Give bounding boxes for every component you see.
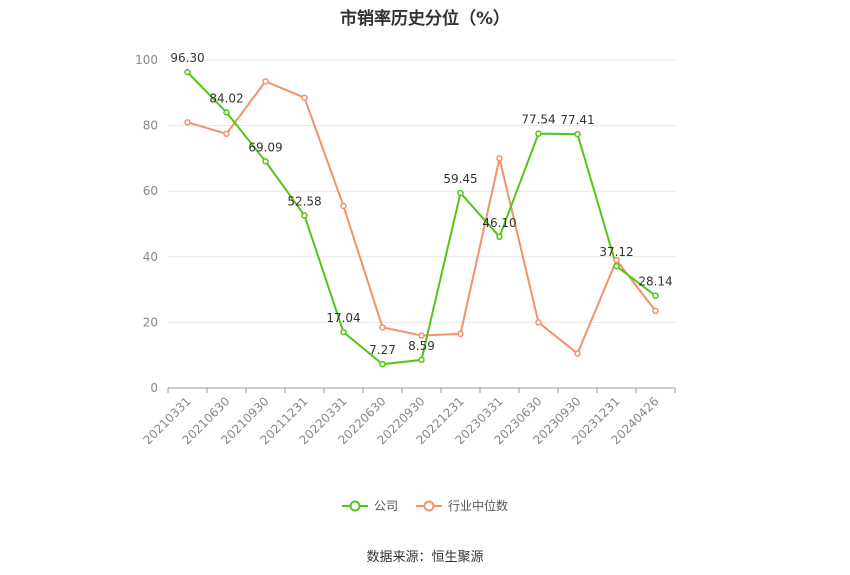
data-point-0 [418, 356, 425, 364]
data-point-1 [613, 256, 620, 264]
data-label: 52.58 [287, 195, 321, 209]
data-point-1 [574, 350, 581, 357]
data-point-0 [457, 189, 464, 197]
data-label: 28.14 [638, 275, 672, 289]
data-label: 59.45 [443, 172, 477, 186]
legend-marker-company [341, 500, 368, 511]
data-label: 17.04 [326, 311, 360, 325]
y-tick-label: 60 [143, 184, 158, 198]
legend-item-industry[interactable]: 行业中位数 [416, 497, 508, 514]
data-point-0 [652, 292, 659, 299]
data-label: 96.30 [170, 51, 204, 65]
data-point-1 [652, 307, 659, 315]
data-point-1 [379, 324, 386, 331]
chart-title: 市销率历史分位（%） [339, 9, 511, 29]
data-label: 69.09 [248, 140, 282, 154]
data-point-0 [184, 68, 191, 76]
legend-label-company: 公司 [373, 499, 398, 513]
data-point-0 [613, 262, 620, 270]
y-tick-label: 20 [143, 315, 158, 329]
data-label: 77.54 [521, 113, 555, 127]
data-point-1 [457, 330, 464, 338]
data-point-0 [574, 130, 581, 138]
data-point-0 [496, 233, 503, 241]
data-point-1 [301, 94, 308, 101]
y-tick-label: 0 [150, 381, 158, 395]
data-labels: 96.30 84.02 69.09 52.58 17.04 7.27 8.59 59.45 46… [170, 51, 672, 357]
line-chart: 0 20 40 60 80 100 202103312021063020210930202… [135, 51, 676, 447]
legend-label-industry: 行业中位数 [448, 499, 509, 513]
y-axis: 0 20 40 60 80 100 [135, 53, 158, 395]
data-point-0 [262, 158, 269, 165]
data-point-0 [223, 109, 230, 116]
data-point-1 [223, 130, 230, 138]
data-point-1 [340, 202, 347, 210]
data-label: 84.02 [209, 91, 243, 105]
legend-item-company[interactable]: 公司 [341, 497, 398, 514]
y-tick-label: 40 [143, 250, 158, 264]
data-label: 77.41 [560, 113, 594, 127]
data-point-1 [535, 319, 542, 326]
data-point-1 [418, 332, 425, 339]
data-point-1 [262, 78, 269, 85]
data-point-0 [301, 212, 308, 219]
series-points [184, 68, 659, 368]
legend: 公司 行业中位数 [0, 497, 850, 514]
y-tick-label: 80 [143, 119, 158, 133]
data-label: 37.12 [599, 245, 633, 259]
data-point-1 [496, 155, 503, 162]
y-tick-label: 100 [135, 53, 158, 67]
data-point-0 [535, 130, 542, 137]
data-point-0 [379, 360, 386, 368]
x-axis: 2021033120210630202109302021123120220331… [141, 387, 676, 447]
data-label: 46.10 [482, 216, 516, 230]
legend-marker-industry [416, 500, 442, 511]
data-label: 8.59 [408, 339, 435, 353]
data-source: 数据来源：恒生聚源 [366, 550, 484, 565]
data-point-0 [340, 328, 347, 336]
grid-lines [168, 59, 675, 323]
data-point-1 [184, 119, 191, 126]
data-label: 7.27 [369, 343, 396, 357]
